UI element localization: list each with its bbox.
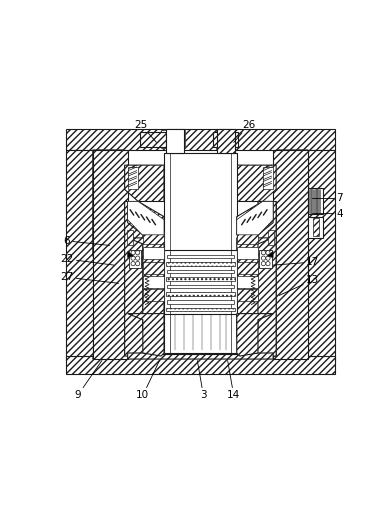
Bar <box>308 216 323 238</box>
Bar <box>213 132 238 147</box>
Bar <box>268 230 274 245</box>
Polygon shape <box>237 201 273 235</box>
Text: 22: 22 <box>61 254 114 265</box>
Polygon shape <box>128 353 273 359</box>
Text: 13: 13 <box>279 275 319 295</box>
Bar <box>165 292 235 296</box>
Polygon shape <box>125 165 164 201</box>
Polygon shape <box>128 252 134 257</box>
Bar <box>165 308 235 311</box>
Bar <box>127 230 133 245</box>
Bar <box>237 262 258 274</box>
Bar <box>140 132 165 147</box>
Polygon shape <box>276 150 308 359</box>
Bar <box>316 189 317 213</box>
Polygon shape <box>237 238 273 338</box>
Bar <box>167 270 234 274</box>
Text: 6: 6 <box>64 236 109 246</box>
Circle shape <box>131 251 135 255</box>
Bar <box>143 232 164 244</box>
Bar <box>164 153 237 353</box>
Bar <box>93 150 128 359</box>
Text: 27: 27 <box>61 272 118 283</box>
Bar <box>237 247 258 259</box>
Circle shape <box>136 262 140 266</box>
Bar <box>165 129 184 153</box>
Bar <box>66 150 93 362</box>
Circle shape <box>131 262 135 266</box>
Bar <box>143 290 164 302</box>
Circle shape <box>266 262 270 266</box>
Bar <box>165 277 235 281</box>
Bar <box>165 262 235 266</box>
Bar <box>215 130 228 148</box>
Bar <box>237 290 258 302</box>
Bar <box>310 189 311 213</box>
Bar <box>167 254 234 258</box>
Bar <box>312 189 313 213</box>
Text: 7: 7 <box>312 194 343 203</box>
Bar <box>308 188 323 214</box>
Text: 10: 10 <box>136 361 160 401</box>
Bar <box>167 285 234 289</box>
Text: 9: 9 <box>74 361 102 401</box>
Bar <box>260 250 272 268</box>
Text: 4: 4 <box>312 209 343 218</box>
Text: 25: 25 <box>135 120 156 142</box>
Polygon shape <box>128 201 164 235</box>
Polygon shape <box>128 238 164 338</box>
Bar <box>128 167 138 189</box>
Polygon shape <box>240 201 276 356</box>
Bar <box>262 167 273 189</box>
Polygon shape <box>237 201 273 235</box>
Bar <box>273 150 308 359</box>
Circle shape <box>136 256 140 260</box>
Bar <box>315 189 316 213</box>
Polygon shape <box>93 150 125 359</box>
Bar <box>311 189 312 213</box>
Bar <box>129 250 141 268</box>
Bar <box>309 189 310 213</box>
Text: 14: 14 <box>227 361 240 401</box>
Bar <box>237 232 258 244</box>
Polygon shape <box>128 313 164 356</box>
Polygon shape <box>262 201 273 220</box>
Circle shape <box>136 251 140 255</box>
Bar <box>164 250 237 313</box>
Text: 3: 3 <box>197 361 207 401</box>
Polygon shape <box>267 252 273 257</box>
Polygon shape <box>240 201 276 356</box>
Polygon shape <box>96 153 123 356</box>
Circle shape <box>261 251 265 255</box>
Circle shape <box>261 256 265 260</box>
Polygon shape <box>125 201 161 356</box>
Text: 26: 26 <box>234 120 255 142</box>
Bar <box>312 218 319 236</box>
Bar <box>66 356 335 374</box>
Bar <box>308 150 335 362</box>
Bar <box>237 276 258 288</box>
Bar <box>143 247 164 259</box>
Circle shape <box>261 262 265 266</box>
Bar <box>317 189 318 213</box>
Bar <box>143 276 164 288</box>
Polygon shape <box>128 201 138 220</box>
Circle shape <box>131 256 135 260</box>
Bar <box>66 129 335 150</box>
Polygon shape <box>128 201 164 235</box>
Circle shape <box>266 251 270 255</box>
Bar <box>167 300 234 304</box>
Bar <box>217 129 235 153</box>
Polygon shape <box>237 165 276 201</box>
Text: 17: 17 <box>273 257 319 267</box>
Bar <box>161 130 185 148</box>
Bar <box>143 262 164 274</box>
Circle shape <box>266 256 270 260</box>
Polygon shape <box>237 313 273 356</box>
